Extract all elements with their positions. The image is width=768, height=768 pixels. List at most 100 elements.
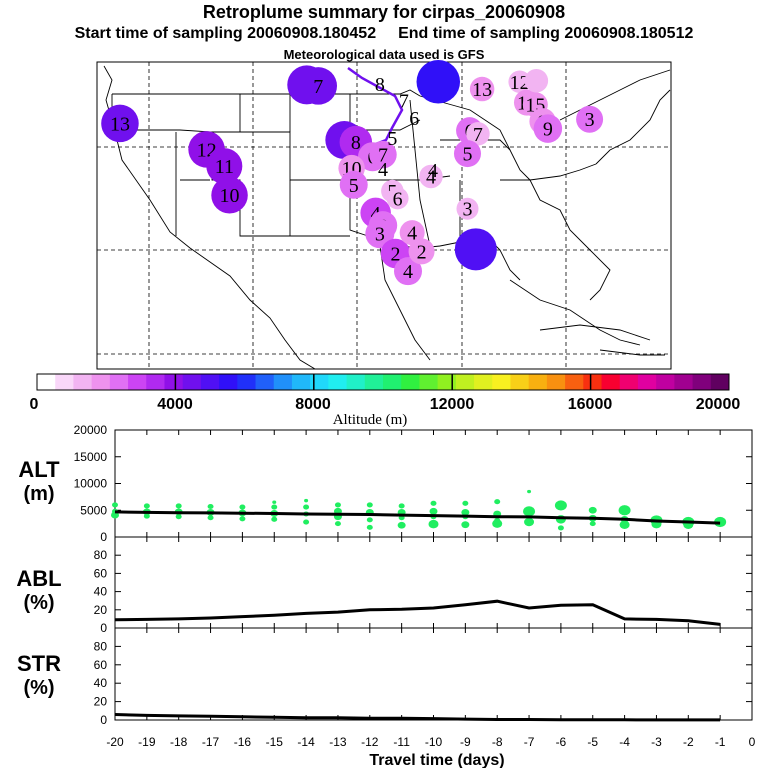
colorbar-tick-8000: 8000 [295, 396, 331, 413]
us-map: 1312111077886710543563244267131211141599… [96, 60, 672, 370]
plume-day-label: 2 [390, 243, 400, 265]
colorbar-swatch [291, 374, 311, 390]
plume-day-label: 7 [378, 145, 388, 167]
altitude-point [303, 519, 310, 525]
altitude-point [714, 516, 727, 528]
colorbar-swatch [364, 374, 384, 390]
colorbar-swatch [401, 374, 420, 390]
plume-day-label: 8 [351, 132, 361, 154]
x-tick-label: -18 [170, 735, 188, 749]
altitude-point [461, 521, 470, 529]
x-tick-label: -4 [619, 735, 630, 749]
str-unit: (%) [23, 677, 54, 699]
altitude-point [557, 525, 564, 531]
altitude-point [175, 514, 182, 520]
colorbar-swatch [55, 374, 74, 390]
start-time-label: Start time of sampling 20060908.180452 [74, 25, 377, 42]
plume-day-label: 4 [407, 223, 417, 245]
y-tick-label: 80 [94, 548, 108, 562]
altitude-point [618, 505, 631, 516]
plume-day-label: 6 [393, 188, 403, 210]
plume-day-label: 3 [462, 199, 472, 221]
plume-point [508, 70, 531, 94]
series-line [114, 599, 721, 626]
altitude-point [175, 503, 182, 509]
colorbar-swatch [73, 374, 93, 390]
path-day-label: 8 [375, 74, 385, 96]
x-tick-label: -10 [425, 735, 443, 749]
y-tick-label: 20 [94, 695, 108, 709]
colorbar-tick-labels: 0 4000 8000 12000 16000 20000 Altitude (… [30, 396, 741, 428]
x-tick-label: -13 [329, 735, 347, 749]
altitude-point [271, 516, 278, 522]
plume-point [456, 197, 479, 220]
colorbar-swatch [419, 374, 439, 390]
colorbar-swatch [601, 374, 621, 390]
plume-point [369, 140, 397, 169]
colorbar-swatch [128, 374, 147, 390]
altitude-point [462, 500, 469, 506]
x-axis-title: Travel time (days) [369, 752, 504, 768]
plume-day-label: 2 [417, 241, 427, 263]
colorbar-swatch [346, 374, 366, 390]
colorbar-swatch [565, 374, 584, 390]
plume-day-label: 11 [215, 156, 234, 178]
plume-day-label: 7 [473, 124, 483, 146]
plume-point [299, 67, 338, 105]
altitude-point [589, 521, 596, 527]
colorbar-swatch [474, 374, 493, 390]
chart-title: Retroplume summary for cirpas_20060908 [202, 2, 566, 22]
str-label: STR [17, 651, 61, 676]
plume-day-label: 13 [110, 113, 130, 135]
colorbar-tick-20000: 20000 [696, 396, 741, 413]
altitude-point [303, 504, 310, 510]
y-tick-label: 0 [100, 713, 107, 727]
altitude-point [334, 502, 341, 508]
path-day-label: 4 [378, 159, 388, 181]
plume-point [419, 164, 443, 189]
x-tick-label: -8 [492, 735, 503, 749]
alt-label: ALT [18, 457, 60, 482]
colorbar-swatch [656, 374, 675, 390]
altitude-colorbar [36, 373, 730, 391]
x-tick-label: -14 [297, 735, 315, 749]
altitude-point [397, 521, 406, 529]
plume-day-label: 5 [349, 175, 359, 197]
path-day-label: 6 [409, 108, 419, 130]
x-tick-label: -15 [266, 735, 284, 749]
y-tick-label: 20000 [74, 423, 108, 437]
altitude-point [304, 498, 309, 503]
x-tick-label: -7 [524, 735, 535, 749]
altitude-point [588, 506, 597, 514]
altitude-point [239, 504, 246, 510]
plume-point [206, 148, 243, 185]
altitude-point [272, 500, 277, 504]
colorbar-swatch [546, 374, 566, 390]
plume-day-label: 3 [375, 224, 385, 246]
y-tick-label: 0 [100, 530, 107, 544]
plume-point [453, 140, 481, 168]
colorbar-swatch [710, 374, 730, 390]
y-tick-label: 60 [94, 658, 108, 672]
altitude-point [430, 500, 437, 506]
path-day-label: 4 [428, 160, 438, 182]
x-tick-labels: -20 -19 -18 -17 -16 -15 -14 -13 -12 -11 -10 -9 -8 -7-… [106, 735, 755, 749]
colorbar-swatch [219, 374, 238, 390]
colorbar-swatch [255, 374, 275, 390]
time-series-panels: 0 5000 10000 15000 20000 0 20 40 60 80 0 20 40 60 80 -2… [74, 423, 756, 749]
x-tick-label: -5 [587, 735, 598, 749]
plume-point [469, 76, 495, 102]
alt-panel: 0 5000 10000 15000 20000 [74, 423, 753, 544]
x-tick-label: -12 [361, 735, 379, 749]
colorbar-frame [36, 373, 730, 391]
x-tick-label: -1 [715, 735, 726, 749]
plume-point [466, 122, 490, 146]
altitude-point [523, 506, 536, 517]
x-tick-label: -16 [234, 735, 252, 749]
plume-point [408, 238, 435, 265]
plume-day-label: 4 [426, 166, 436, 188]
altitude-point [334, 521, 341, 527]
series-line [114, 713, 721, 722]
plume-points-layer: 1312111077886710543563244267131211141599… [101, 60, 604, 286]
